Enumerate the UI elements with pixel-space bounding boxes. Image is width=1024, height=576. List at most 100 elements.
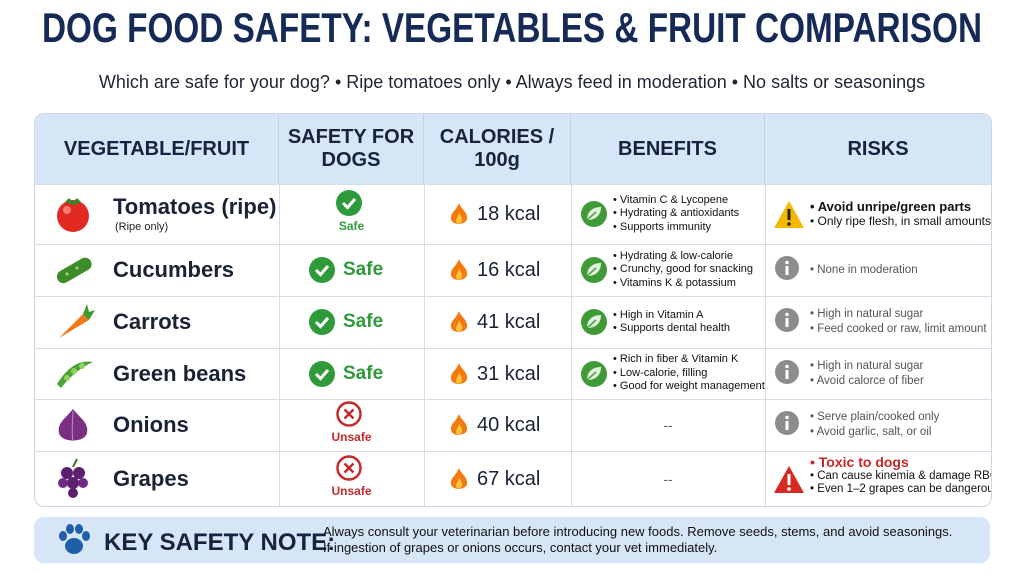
- risk-list: Avoid unripe/green partsOnly ripe flesh,…: [810, 199, 991, 229]
- risk-list: Serve plain/cooked onlyAvoid garlic, sal…: [810, 410, 940, 440]
- benefit: Rich in fiber & Vitamin K: [613, 353, 765, 367]
- warning-icon: [774, 201, 804, 228]
- food-name: Green beans: [113, 360, 247, 386]
- food-icon: [58, 409, 88, 442]
- calories: 40 kcal: [477, 414, 541, 436]
- column-header: VEGETABLE/FRUIT: [35, 114, 279, 184]
- check-icon: [309, 257, 335, 283]
- risk-list: High in natural sugarAvoid calorce of fi…: [810, 359, 924, 389]
- benefit: Supports immunity: [613, 221, 739, 235]
- x-icon: [336, 401, 362, 427]
- flame-icon: [450, 203, 468, 224]
- row-divider: [35, 296, 991, 297]
- note-line: Always consult your veterinarian before …: [323, 524, 953, 539]
- risk: High in natural sugar: [810, 307, 987, 322]
- benefit-none: --: [663, 470, 673, 487]
- column-divider: [765, 184, 766, 506]
- flame-icon: [450, 414, 468, 435]
- risk-list: None in moderation: [810, 263, 917, 278]
- column-header: RISKS: [765, 114, 991, 184]
- risk: Can cause kinemia & damage RBCs: [810, 470, 991, 484]
- benefit-list: Vitamin C & LycopeneHydrating & antioxid…: [613, 194, 739, 235]
- check-icon: [309, 309, 335, 335]
- risk: Feed cooked or raw, limit amount: [810, 322, 986, 337]
- title-area: DOG FOOD SAFETY: VEGETABLES & FRUIT COMP…: [42, 4, 982, 51]
- food-icon: [56, 257, 92, 284]
- calories: 67 kcal: [477, 467, 541, 490]
- column-header: CALORIES / 100g: [424, 114, 571, 184]
- risk: Avoid calorce of fiber: [810, 374, 924, 389]
- calories: 18 kcal: [477, 203, 541, 225]
- risk: Toxic to dogs: [810, 456, 991, 470]
- risk: Avoid unripe/green parts: [810, 199, 991, 214]
- unsafe-label: Unsafe: [331, 430, 372, 444]
- food-name: Grapes: [113, 465, 189, 491]
- column-header: SAFETY FOR DOGS: [279, 114, 424, 184]
- comparison-table: VEGETABLE/FRUIT SAFETY FOR DOGS CALORIES /…: [34, 113, 992, 507]
- row-divider: [35, 184, 991, 185]
- check-icon: [336, 190, 362, 216]
- risk-list: High in natural sugarFeed cooked or raw,…: [810, 307, 987, 337]
- calories: 31 kcal: [477, 362, 541, 385]
- check-icon: [309, 360, 335, 387]
- benefit-list: Hydrating & low-calorieCrunchy, good for…: [613, 250, 753, 291]
- benefit: Hydrating & low-calorie: [613, 250, 753, 264]
- info-icon: [775, 256, 799, 280]
- benefit: Good for weight management: [613, 380, 765, 394]
- column-divider: [279, 184, 280, 506]
- paw-icon: [59, 524, 90, 554]
- safety-label: Safe: [343, 311, 384, 332]
- risk: Even 1–2 grapes can be dangerous: [810, 483, 991, 497]
- risk: Only ripe flesh, in small amounts: [810, 214, 991, 229]
- note-label: KEY SAFETY NOTE:: [104, 529, 336, 556]
- row-divider: [35, 451, 991, 452]
- row-divider: [35, 399, 991, 400]
- benefit: High in Vitamin A: [613, 309, 730, 323]
- risk-list: Toxic to dogsCan cause kinemia & damage …: [810, 456, 991, 497]
- x-icon: [336, 454, 362, 481]
- benefit-none: --: [663, 417, 673, 433]
- benefit: Supports dental health: [613, 322, 730, 336]
- subtitle: Which are safe for your dog? • Ripe toma…: [98, 72, 926, 92]
- safety-label: Safe: [338, 219, 365, 233]
- safety-label: Safe: [343, 362, 384, 384]
- leaf-icon: [581, 257, 607, 283]
- benefit-list: Rich in fiber & Vitamin KLow-calorie, fi…: [613, 353, 765, 394]
- row-divider: [35, 348, 991, 349]
- column-header: BENEFITS: [571, 114, 765, 184]
- title: DOG FOOD SAFETY: VEGETABLES & FRUIT COMP…: [42, 4, 982, 51]
- food-name: Tomatoes (ripe): [113, 194, 277, 219]
- food-icon: [59, 304, 95, 338]
- benefit: Hydrating & antioxidants: [613, 207, 739, 221]
- benefit: Vitamins K & potassium: [613, 277, 753, 291]
- food-icon: [57, 360, 93, 388]
- warning-icon: [774, 465, 804, 493]
- note-text: Always consult your veterinarian before …: [323, 524, 952, 556]
- food-name: Cucumbers: [113, 257, 235, 282]
- benefit: Vitamin C & Lycopene: [613, 194, 739, 208]
- risk: High in natural sugar: [810, 359, 924, 374]
- column-divider: [424, 184, 425, 506]
- risk: Serve plain/cooked only: [810, 410, 939, 425]
- note-line: If ingestion of grapes or onions occurs,…: [323, 540, 718, 555]
- food-name: Onions: [113, 412, 189, 437]
- info-icon: [775, 359, 799, 384]
- leaf-icon: [581, 309, 607, 335]
- risk: None in moderation: [810, 263, 917, 278]
- unsafe-label: Unsafe: [331, 483, 372, 498]
- column-divider: [571, 184, 572, 506]
- benefit-list: High in Vitamin ASupports dental health: [613, 309, 730, 336]
- risk: Avoid garlic, salt, or oil: [810, 425, 939, 440]
- flame-icon: [450, 311, 468, 332]
- calories: 16 kcal: [477, 259, 541, 281]
- note-box: [34, 517, 990, 563]
- leaf-icon: [581, 360, 607, 387]
- calories: 41 kcal: [477, 311, 541, 333]
- food-icon: [58, 458, 88, 498]
- food-name: Carrots: [113, 309, 192, 334]
- flame-icon: [450, 467, 468, 489]
- info-icon: [775, 308, 799, 332]
- benefit: Low-calorie, filling: [613, 367, 765, 381]
- row-divider: [35, 244, 991, 245]
